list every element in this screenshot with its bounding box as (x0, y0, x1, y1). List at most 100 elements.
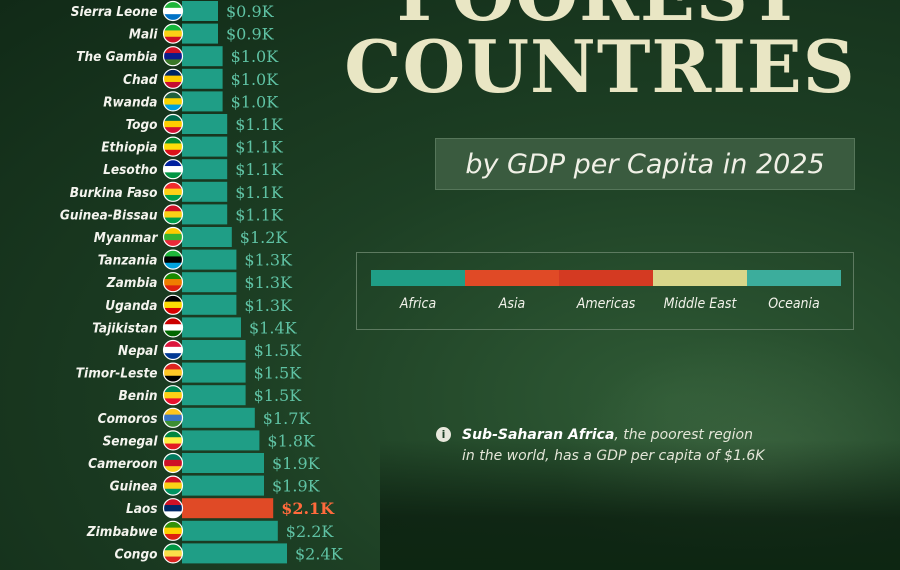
flag-icon (162, 113, 184, 135)
bar-comoros (182, 407, 255, 428)
legend-item-middle-east: Middle East (653, 270, 747, 330)
value-label: $1.0K (231, 92, 280, 111)
bar-mali (182, 23, 218, 44)
category-label: Uganda (105, 298, 157, 314)
bar-congo (182, 543, 287, 564)
legend-label: Africa (399, 296, 437, 312)
category-label: Zambia (106, 275, 158, 291)
value-label: $1.2K (240, 228, 289, 247)
value-label: $1.0K (231, 70, 280, 89)
bar-sierra-leone (182, 1, 218, 21)
info-icon: i (436, 427, 451, 442)
flag-icon (162, 475, 184, 496)
background-trees (380, 440, 900, 570)
category-label: Senegal (103, 433, 159, 449)
flag-icon (162, 272, 184, 293)
value-label: $2.2K (286, 522, 335, 541)
value-label: $1.9K (272, 454, 321, 473)
flag-icon (162, 181, 184, 202)
value-label: $1.0K (231, 47, 280, 66)
legend-item-americas: Americas (559, 270, 653, 330)
bar-zambia (182, 272, 237, 293)
value-label: $2.1K (281, 499, 335, 518)
legend-label: Asia (498, 296, 526, 312)
bar-lesotho (182, 159, 228, 180)
category-label: Sierra Leone (71, 4, 158, 20)
value-label: $1.5K (254, 386, 303, 405)
category-label: Laos (126, 501, 158, 517)
category-label: Chad (123, 72, 158, 88)
flag-icon (162, 385, 184, 406)
flag-icon (162, 520, 184, 541)
category-label: Comoros (98, 411, 158, 427)
info-note-text: Sub-Saharan Africa, the poorest region i… (462, 425, 802, 467)
category-label: Guinea (110, 479, 158, 495)
legend-label: Americas (576, 296, 636, 312)
flag-icon (162, 317, 184, 338)
category-label: Tajikistan (92, 320, 157, 336)
category-label: Myanmar (94, 230, 159, 246)
bar-guinea-bissau (182, 204, 228, 225)
page-title: COUNTRIES (344, 24, 856, 109)
legend-label: Oceania (768, 296, 820, 312)
subtitle-box: by GDP per Capita in 2025 (435, 138, 855, 190)
bar-tajikistan (182, 317, 241, 338)
legend-item-asia: Asia (465, 270, 559, 330)
legend-item-africa: Africa (371, 270, 465, 330)
info-note-strong: Sub-Saharan Africa (462, 427, 615, 443)
value-label: $1.7K (263, 409, 312, 428)
bar-myanmar (182, 227, 232, 247)
flag-icon (162, 91, 184, 112)
value-label: $1.1K (235, 205, 284, 224)
category-label: Mali (129, 27, 158, 43)
value-label: $1.5K (254, 341, 303, 360)
legend-swatch (371, 270, 465, 286)
flag-icon (162, 362, 184, 383)
flag-icon (162, 543, 184, 564)
title-top-line: POOREST (330, 0, 870, 37)
value-label: $0.9K (226, 2, 275, 21)
category-label: The Gambia (76, 49, 157, 65)
category-label: Timor-Leste (76, 366, 158, 382)
bar-rwanda (182, 91, 223, 112)
bar-burkina-faso (182, 181, 228, 202)
bar-chad (182, 68, 223, 89)
bar-cameroon (182, 453, 264, 473)
category-label: Rwanda (103, 94, 157, 110)
bar-tanzania (182, 249, 237, 270)
bar-guinea (182, 475, 264, 496)
flag-icon (162, 452, 184, 474)
value-label: $1.5K (254, 364, 303, 383)
flag-icon (162, 430, 184, 451)
flag-icon (162, 339, 184, 361)
bar-togo (182, 114, 228, 134)
value-label: $1.3K (244, 296, 293, 315)
bar-zimbabwe (182, 520, 278, 541)
legend: Africa Asia Americas Middle East Oceania (356, 252, 854, 330)
bar-timor-leste (182, 362, 246, 383)
flag-icon (162, 226, 184, 248)
flag-icon (162, 204, 184, 225)
legend-item-oceania: Oceania (747, 270, 841, 330)
value-label: $1.1K (235, 115, 284, 134)
legend-swatch (465, 270, 559, 286)
value-label: $1.3K (244, 251, 293, 270)
flag-icon (162, 159, 184, 180)
value-label: $1.3K (244, 273, 293, 292)
info-note-line2: in the world, has a GDP per capita of $1… (462, 448, 765, 464)
category-label: Cameroon (88, 456, 157, 472)
flag-icon (162, 498, 184, 519)
legend-swatch (653, 270, 747, 286)
category-label: Togo (126, 117, 158, 133)
flag-icon (162, 136, 184, 157)
category-label: Ethiopia (101, 140, 157, 156)
bar-the-gambia (182, 46, 223, 67)
flag-icon (162, 68, 184, 89)
value-label: $1.1K (235, 183, 284, 202)
bar-benin (182, 385, 246, 406)
value-label: $0.9K (226, 25, 275, 44)
flag-icon (162, 46, 184, 67)
value-label: $1.4K (249, 318, 298, 337)
value-label: $1.9K (272, 477, 321, 496)
